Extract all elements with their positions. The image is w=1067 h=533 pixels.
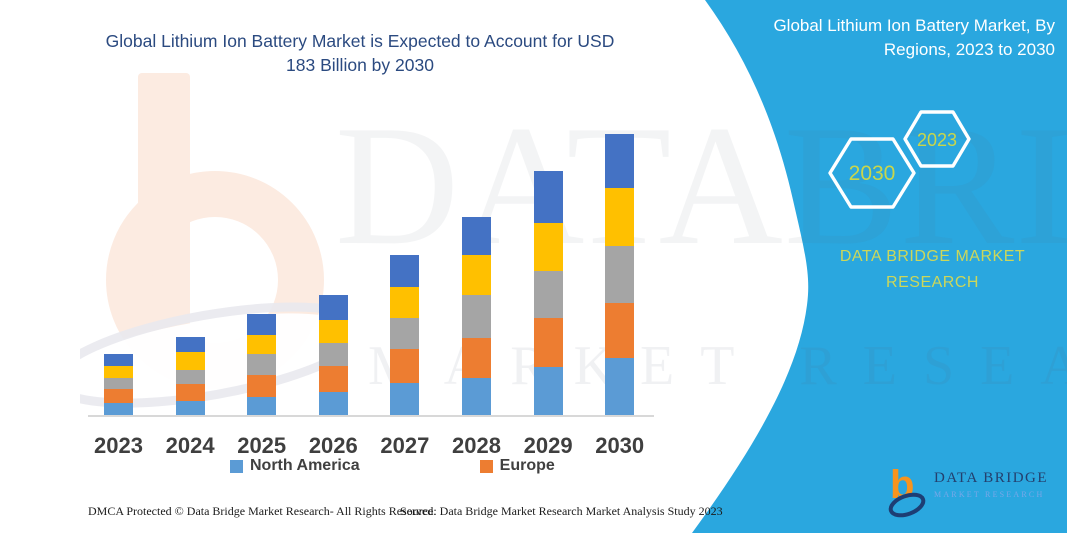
legend-label-Europe: Europe [499, 457, 555, 474]
company-logo: b DATA BRIDGE MARKET RESEARCH [886, 462, 1048, 518]
bar-segment-unlabeled-yellow[interactable] [104, 365, 133, 379]
bar-2028[interactable] [462, 216, 491, 415]
chart-title-line2: 183 Billion by 2030 [286, 55, 434, 75]
chart-title: Global Lithium Ion Battery Market is Exp… [60, 29, 660, 77]
bar-segment-North America[interactable] [175, 401, 205, 415]
legend: North America Europe [230, 457, 555, 475]
bar-segment-unlabeled-dark-blue[interactable] [104, 353, 133, 366]
bar-segment-North America[interactable] [462, 378, 491, 415]
bar-segment-North America[interactable] [247, 396, 277, 415]
legend-item-North America[interactable]: North America [230, 457, 360, 475]
bar-segment-unlabeled-dark-blue[interactable] [175, 336, 205, 353]
bar-segment-North America[interactable] [318, 391, 348, 415]
x-axis-ticks: 2023 2024 2025 2026 2027 2028 2029 2030 [94, 433, 644, 459]
bar-segment-unlabeled-yellow[interactable] [318, 319, 348, 343]
bar-segment-Europe[interactable] [104, 388, 133, 403]
bar-2024[interactable] [175, 336, 205, 415]
bar-segment-North America[interactable] [390, 382, 420, 415]
logo-letter-b: b [890, 463, 914, 507]
x-tick-2026: 2026 [308, 433, 358, 458]
x-axis-line [88, 415, 654, 417]
brand-text: DATA BRIDGE MARKET RESEARCH [830, 244, 1035, 296]
bar-segment-unlabeled-dark-blue[interactable] [605, 133, 635, 188]
x-tick-2024: 2024 [165, 433, 215, 458]
bar-segment-unlabeled-yellow[interactable] [462, 255, 491, 296]
plot-area [104, 123, 638, 415]
bar-2023[interactable] [104, 353, 133, 415]
hexagon-2030 [828, 137, 916, 209]
bar-segment-unlabeled-dark-blue[interactable] [247, 313, 277, 336]
bar-segment-unlabeled-gray[interactable] [605, 245, 635, 303]
year-hexagons: 2030 2023 [828, 110, 971, 209]
bar-segment-Europe[interactable] [318, 365, 348, 392]
bar-segment-unlabeled-yellow[interactable] [533, 222, 563, 271]
legend-swatch-North America [230, 459, 243, 473]
bar-2030[interactable] [605, 133, 635, 415]
legend-swatch-Europe [479, 459, 493, 473]
bar-segment-unlabeled-gray[interactable] [533, 270, 563, 319]
x-tick-2029: 2029 [523, 433, 573, 458]
bar-segment-unlabeled-yellow[interactable] [247, 335, 277, 354]
legend-label-North America: North America [250, 457, 360, 474]
bar-segment-Europe[interactable] [605, 302, 635, 359]
bar-segment-unlabeled-dark-blue[interactable] [318, 295, 348, 320]
bar-segment-unlabeled-gray[interactable] [175, 370, 205, 385]
bar-segment-Europe[interactable] [462, 338, 491, 379]
hexagon-2030-label: 2030 [849, 162, 896, 185]
brand-text-line1: DATA BRIDGE MARKET [839, 248, 1026, 265]
bar-segment-unlabeled-gray[interactable] [318, 342, 348, 366]
bar-segment-unlabeled-dark-blue[interactable] [390, 255, 420, 288]
bar-segment-Europe[interactable] [175, 384, 205, 402]
brand-text-line2: RESEARCH [886, 274, 979, 291]
bar-segment-North America[interactable] [605, 358, 635, 415]
bar-segment-Europe[interactable] [533, 318, 563, 368]
x-tick-2030: 2030 [595, 433, 645, 458]
bar-2026[interactable] [318, 295, 348, 415]
panel-title: Global Lithium Ion Battery Market, By Re… [745, 14, 1055, 62]
x-tick-2027: 2027 [380, 433, 430, 458]
bar-segment-unlabeled-dark-blue[interactable] [533, 170, 563, 223]
chart-title-line1: Global Lithium Ion Battery Market is Exp… [105, 31, 615, 51]
footer-dmca: DMCA Protected © Data Bridge Market Rese… [88, 504, 437, 518]
company-logo-text: DATA BRIDGE MARKET RESEARCH [934, 470, 1048, 499]
panel-title-line2: Regions, 2023 to 2030 [883, 40, 1055, 59]
logo-subname: MARKET RESEARCH [934, 490, 1045, 499]
bar-segment-unlabeled-yellow[interactable] [175, 352, 205, 371]
bar-segment-North America[interactable] [104, 402, 133, 415]
bar-segment-unlabeled-gray[interactable] [247, 353, 277, 376]
panel-title-line1: Global Lithium Ion Battery Market, By [773, 16, 1055, 35]
bar-segment-unlabeled-yellow[interactable] [390, 287, 420, 319]
footer-source: Source: Data Bridge Market Research Mark… [400, 504, 723, 518]
bar-2029[interactable] [533, 170, 563, 415]
x-tick-2025: 2025 [237, 433, 287, 458]
bar-segment-unlabeled-dark-blue[interactable] [462, 216, 491, 256]
company-logo-mark: b [888, 463, 926, 518]
bar-segment-unlabeled-gray[interactable] [390, 318, 420, 349]
bar-segment-unlabeled-gray[interactable] [104, 378, 133, 389]
bar-segment-unlabeled-yellow[interactable] [605, 187, 635, 246]
x-tick-2028: 2028 [452, 433, 501, 458]
bar-segment-Europe[interactable] [390, 348, 420, 383]
x-tick-2023: 2023 [94, 433, 143, 458]
bar-2027[interactable] [390, 255, 420, 415]
logo-name: DATA BRIDGE [934, 470, 1049, 486]
bar-2025[interactable] [247, 313, 277, 415]
bar-segment-Europe[interactable] [247, 375, 277, 397]
hexagon-2023-label: 2023 [917, 130, 957, 150]
bar-segment-North America[interactable] [533, 367, 563, 415]
logo-swoosh [888, 492, 926, 518]
legend-item-Europe[interactable]: Europe [479, 457, 555, 475]
hexagon-2023 [903, 110, 971, 168]
bar-segment-unlabeled-gray[interactable] [462, 295, 491, 339]
